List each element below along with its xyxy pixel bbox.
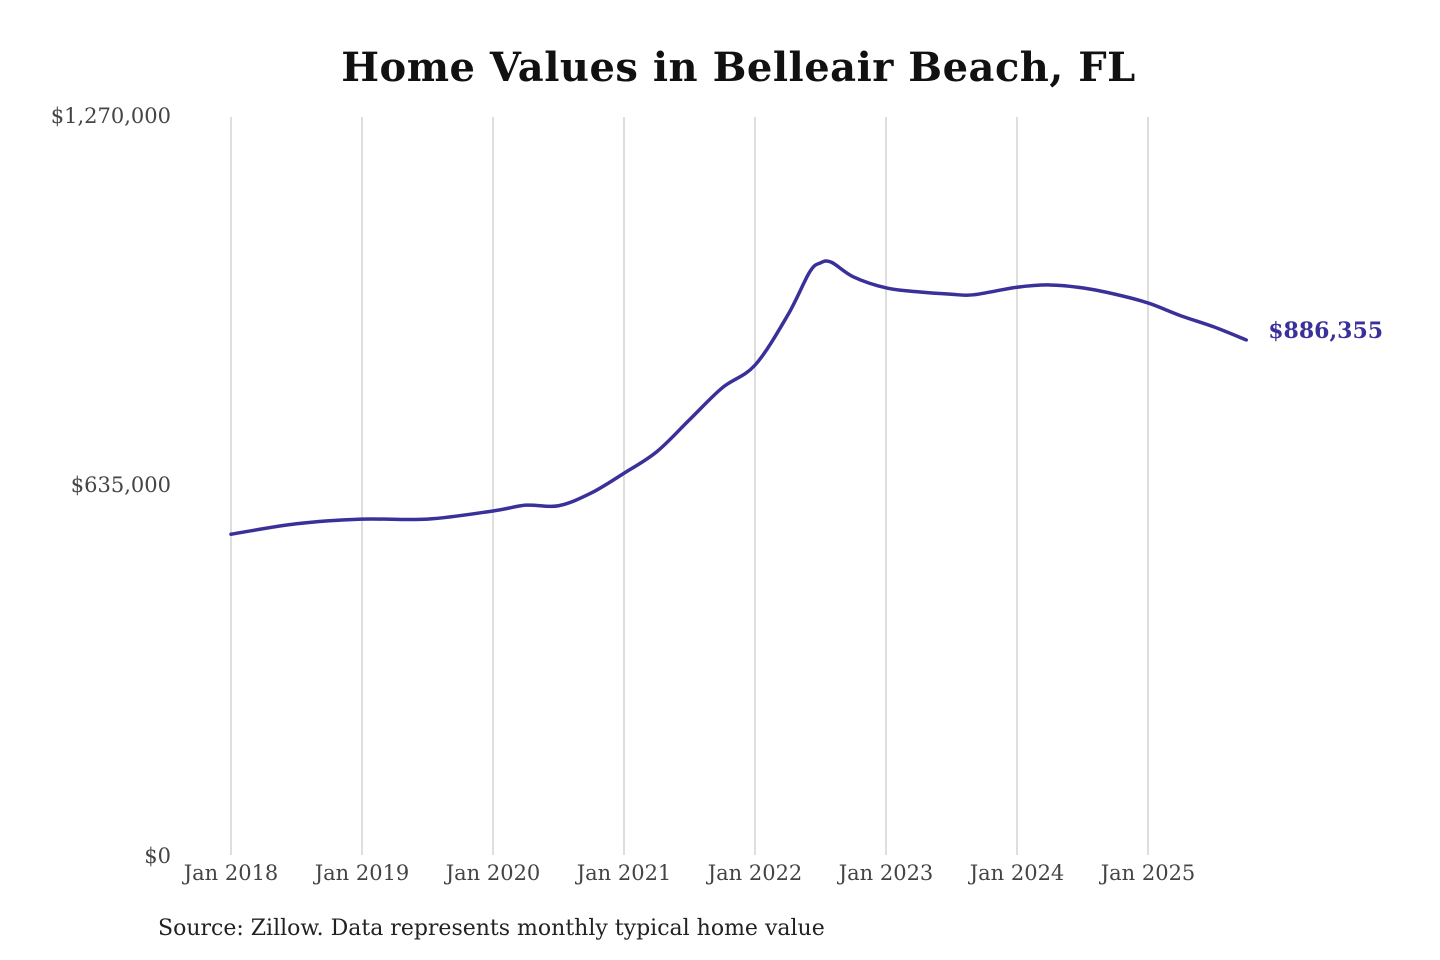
x-tick-label: Jan 2022: [706, 861, 803, 885]
x-tick-label: Jan 2021: [575, 861, 672, 885]
source-note: Source: Zillow. Data represents monthly …: [158, 916, 825, 941]
x-tick-label: Jan 2023: [837, 861, 934, 885]
x-tick-label: Jan 2024: [968, 861, 1065, 885]
x-tick-label: Jan 2020: [444, 861, 541, 885]
y-tick-label: $0: [144, 844, 171, 868]
series-line: [229, 259, 1248, 536]
y-tick-label: $635,000: [71, 473, 171, 497]
chart-title: Home Values in Belleair Beach, FL: [341, 44, 1136, 91]
x-tick-label: Jan 2019: [313, 861, 410, 885]
y-tick-label: $1,270,000: [51, 104, 171, 128]
x-tick-label: Jan 2018: [182, 861, 279, 885]
end-value-label: $886,355: [1268, 318, 1383, 344]
x-tick-label: Jan 2025: [1099, 861, 1196, 885]
